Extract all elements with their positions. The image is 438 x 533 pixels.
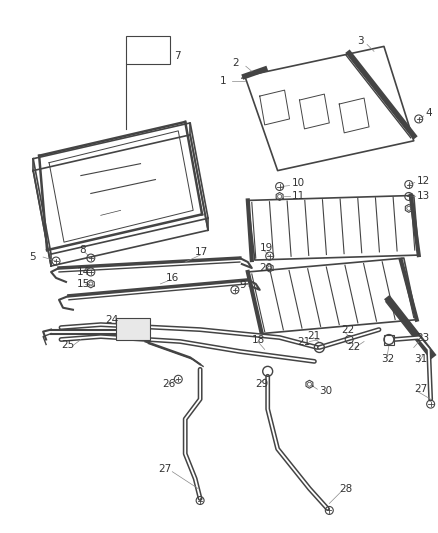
Text: 11: 11 [292,191,305,201]
Text: 26: 26 [162,379,176,389]
Text: 30: 30 [319,386,332,396]
Text: 20: 20 [260,263,273,273]
Text: 24: 24 [106,314,119,325]
Text: 12: 12 [417,175,430,185]
Text: 29: 29 [255,379,268,389]
Text: 21: 21 [307,330,321,341]
Bar [116,318,150,340]
Text: 15: 15 [77,279,90,289]
Text: 9: 9 [240,280,247,290]
Text: 10: 10 [292,177,305,188]
Text: 8: 8 [79,245,85,255]
Text: 21: 21 [297,336,311,346]
Text: 3: 3 [357,36,364,46]
Text: 2: 2 [232,58,239,68]
Bar [126,36,170,64]
Text: 16: 16 [165,273,179,283]
Text: 7: 7 [174,51,181,61]
Text: 19: 19 [260,243,273,253]
Text: 13: 13 [417,191,430,201]
Text: 31: 31 [414,354,427,365]
Text: 18: 18 [252,335,265,344]
Text: 6: 6 [138,45,145,55]
Text: 1: 1 [220,76,226,86]
Text: 27: 27 [159,464,172,474]
Text: 17: 17 [195,247,208,257]
Text: 23: 23 [417,333,430,343]
Text: 32: 32 [381,354,394,365]
Text: 22: 22 [341,325,354,335]
Text: 22: 22 [347,343,360,352]
Text: 5: 5 [29,252,36,262]
Bar [384,335,394,344]
Text: 27: 27 [414,384,427,394]
Text: 28: 28 [339,483,353,494]
Text: 4: 4 [426,108,432,118]
Text: 25: 25 [61,340,74,350]
Text: 14: 14 [77,267,90,277]
